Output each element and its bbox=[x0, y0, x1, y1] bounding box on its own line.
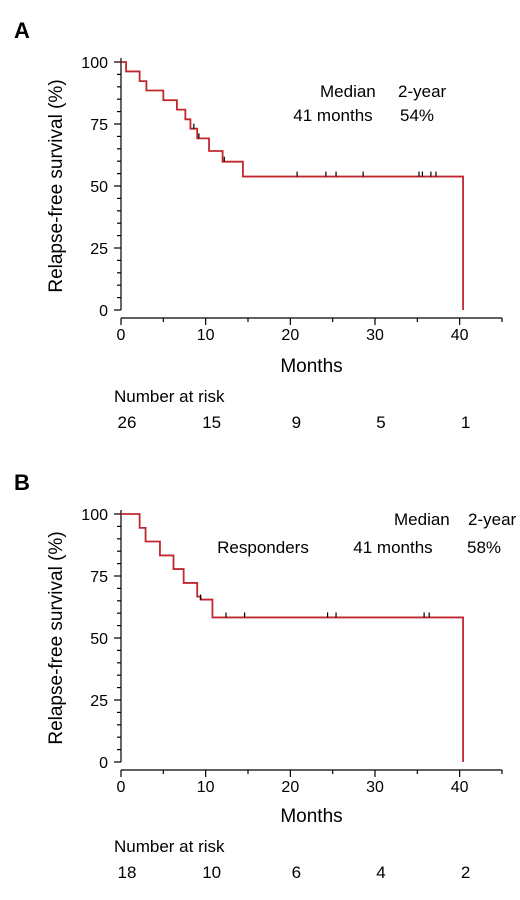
risk-table-value: 10 bbox=[202, 863, 221, 882]
y-axis-title: Relapse-free survival (%) bbox=[46, 531, 67, 744]
x-tick-label: 40 bbox=[451, 327, 469, 344]
risk-table-value: 5 bbox=[376, 413, 385, 432]
risk-table-value: 6 bbox=[292, 863, 301, 882]
annotation-group: Responders bbox=[217, 538, 309, 557]
panel-a: A 0 25 50 75 100 0 10 20 30 40 Months Relapse-free s… bbox=[14, 18, 503, 432]
y-tick-label: 75 bbox=[90, 117, 108, 134]
risk-table-title: Number at risk bbox=[114, 387, 225, 406]
x-tick-label: 30 bbox=[366, 327, 384, 344]
panel-b: B 0 25 50 75 100 0 10 20 30 40 Months Relapse-free s… bbox=[14, 470, 517, 882]
risk-table-title: Number at risk bbox=[114, 837, 225, 856]
x-axis-title: Months bbox=[280, 356, 342, 377]
x-tick-label: 10 bbox=[197, 327, 215, 344]
risk-table-value: 9 bbox=[292, 413, 301, 432]
y-tick-label: 0 bbox=[99, 755, 108, 772]
y-tick-label: 75 bbox=[90, 569, 108, 586]
x-tick-label: 30 bbox=[366, 779, 384, 796]
annotation-median-value: 41 months bbox=[293, 106, 372, 125]
risk-table-value: 18 bbox=[118, 863, 137, 882]
risk-table-value: 4 bbox=[376, 863, 385, 882]
risk-table-value: 1 bbox=[461, 413, 470, 432]
annotation-two-year-header: 2-year bbox=[468, 510, 517, 529]
x-tick-label: 0 bbox=[117, 779, 126, 796]
y-tick-label: 25 bbox=[90, 693, 108, 710]
y-tick-label: 100 bbox=[81, 55, 108, 72]
x-axis-title: Months bbox=[280, 806, 342, 827]
annotation-median-header: Median bbox=[394, 510, 450, 529]
x-tick-label: 20 bbox=[281, 327, 299, 344]
survival-curve bbox=[121, 61, 464, 310]
x-tick-label: 20 bbox=[281, 779, 299, 796]
survival-curve bbox=[121, 513, 464, 762]
x-tick-label: 10 bbox=[197, 779, 215, 796]
panel-letter: A bbox=[14, 18, 30, 43]
panel-letter: B bbox=[14, 470, 30, 495]
y-tick-label: 100 bbox=[81, 507, 108, 524]
y-tick-label: 50 bbox=[90, 179, 108, 196]
risk-table-value: 15 bbox=[202, 413, 221, 432]
y-axis-title: Relapse-free survival (%) bbox=[46, 79, 67, 292]
y-tick-label: 50 bbox=[90, 631, 108, 648]
annotation-two-year-header: 2-year bbox=[398, 82, 447, 101]
risk-table-value: 26 bbox=[118, 413, 137, 432]
x-tick-label: 0 bbox=[117, 327, 126, 344]
risk-table-value: 2 bbox=[461, 863, 470, 882]
x-tick-label: 40 bbox=[451, 779, 469, 796]
y-tick-label: 25 bbox=[90, 241, 108, 258]
annotation-median-header: Median bbox=[320, 82, 376, 101]
annotation-median-value: 41 months bbox=[353, 538, 432, 557]
annotation-two-year-value: 58% bbox=[467, 538, 501, 557]
annotation-two-year-value: 54% bbox=[400, 106, 434, 125]
y-tick-label: 0 bbox=[99, 303, 108, 320]
